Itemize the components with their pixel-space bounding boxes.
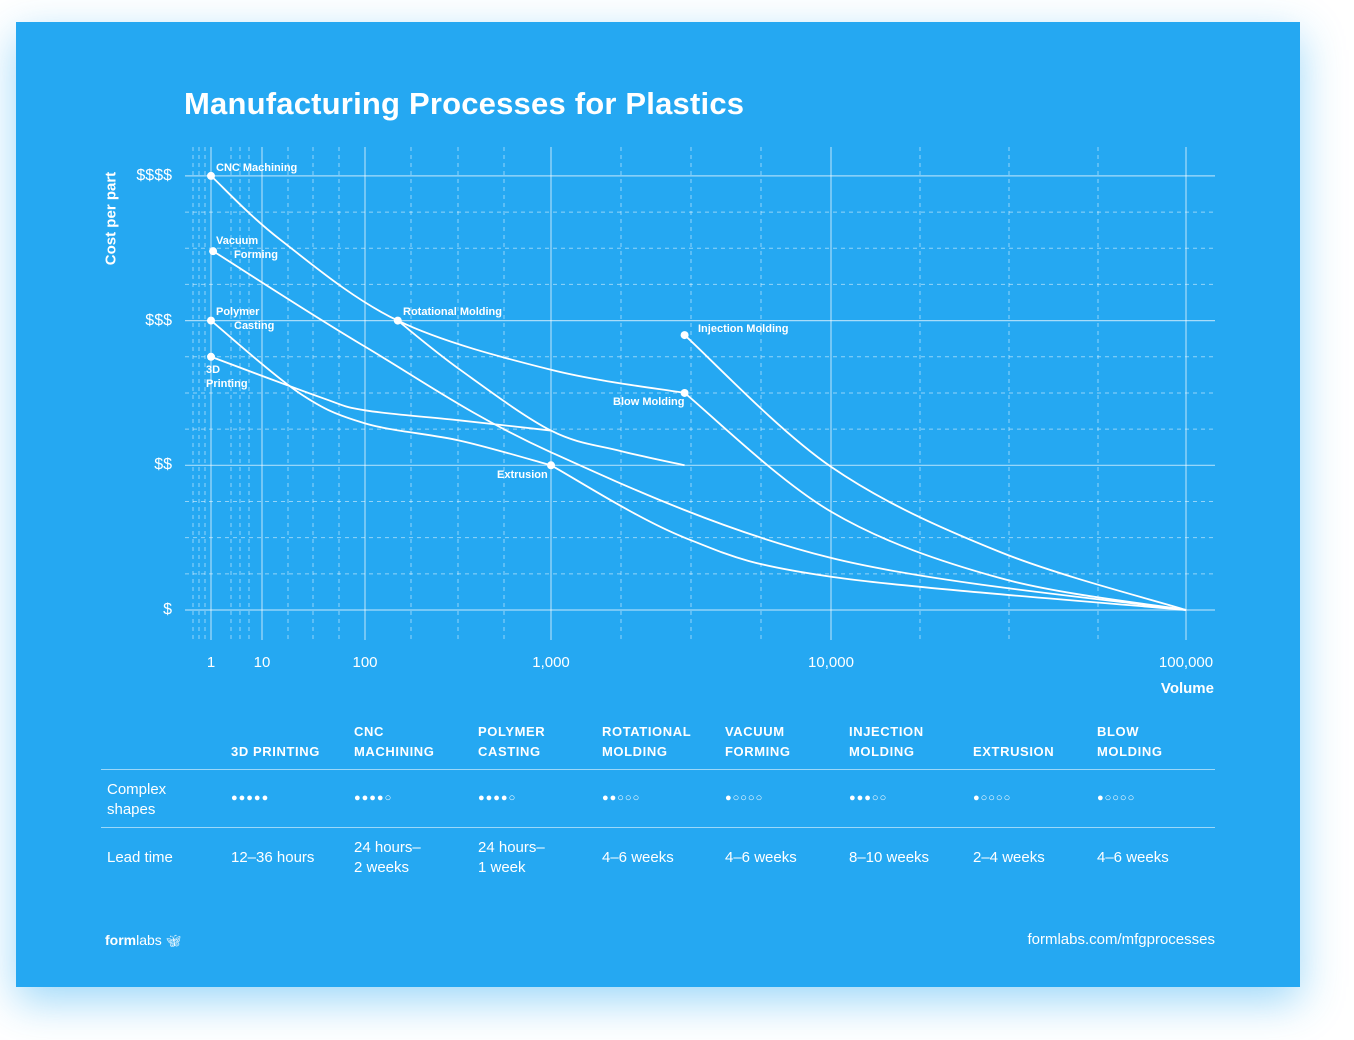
complexity-rating: ●○○○○: [1097, 792, 1136, 804]
butterfly-icon: 🦋︎: [165, 934, 181, 948]
series-start-marker-0: [207, 171, 215, 180]
series-label-3d-printing: Printing: [206, 378, 248, 390]
x-tick-label: 100,000: [1158, 654, 1214, 671]
x-tick-label: 1: [206, 654, 216, 671]
column-header: MACHINING: [354, 744, 435, 759]
series-line-4: [397, 319, 685, 467]
column-header: POLYMER: [478, 724, 546, 739]
infographic-card: [16, 22, 1300, 987]
lead-time-value: 2–4 weeks: [973, 849, 1045, 866]
y-tick-label: $$$$: [136, 167, 172, 184]
lead-time-value: 24 hours–: [478, 839, 545, 856]
column-header: 3D PRINTING: [231, 744, 320, 759]
series-start-marker-4: [393, 316, 402, 325]
series-label-injection: Injection Molding: [698, 323, 789, 335]
series-line-7: [550, 464, 1187, 611]
complexity-rating: ●●●●●: [231, 792, 270, 804]
series-start-marker-5: [680, 331, 689, 340]
series-start-marker-7: [547, 461, 555, 470]
series-line-1: [212, 250, 1187, 611]
series-label-vacuum: Vacuum: [216, 235, 259, 247]
column-header: FORMING: [725, 744, 791, 759]
complexity-rating: ●●●●○: [354, 792, 393, 804]
series-line-6: [684, 392, 1187, 611]
lead-time-value: 2 weeks: [354, 859, 410, 876]
series-start-marker-1: [209, 247, 218, 256]
complexity-rating: ●○○○○: [973, 792, 1012, 804]
chart-title: Manufacturing Processes for Plastics: [184, 86, 745, 121]
series-line-3: [210, 355, 552, 432]
row-label: Complex: [107, 781, 167, 798]
lead-time-value: 4–6 weeks: [1097, 849, 1169, 866]
complexity-rating: ●○○○○: [725, 792, 764, 804]
series-start-marker-6: [680, 388, 689, 397]
lead-time-value: 12–36 hours: [231, 849, 315, 866]
lead-time-value: 24 hours–: [354, 839, 421, 856]
series-label-cnc: CNC Machining: [216, 162, 298, 174]
complexity-rating: ●●●○○: [849, 792, 888, 804]
series-label-extrusion: Extrusion: [497, 469, 548, 481]
row-label: shapes: [107, 801, 156, 818]
column-header: INJECTION: [849, 724, 924, 739]
x-tick-label: 10,000: [808, 654, 854, 671]
x-tick-label: 1,000: [532, 654, 570, 671]
column-header: CNC: [354, 724, 384, 739]
series-label-blow: Blow Molding: [613, 396, 685, 408]
column-header: CASTING: [478, 744, 541, 759]
lead-time-value: 8–10 weeks: [849, 849, 930, 866]
series-label-polymer: Casting: [234, 320, 275, 332]
logo-text-light: labs: [136, 932, 162, 948]
logo-text-bold: form: [105, 932, 137, 948]
table-divider: [101, 827, 1215, 828]
column-header: MOLDING: [602, 744, 668, 759]
column-header: VACUUM: [725, 724, 785, 739]
lead-time-value: 4–6 weeks: [725, 849, 797, 866]
lead-time-value: 4–6 weeks: [602, 849, 674, 866]
series-line-5: [683, 334, 1187, 611]
series-start-marker-2: [207, 316, 215, 325]
y-tick-label: $: [163, 601, 172, 618]
complexity-rating: ●●●●○: [478, 792, 517, 804]
y-tick-label: $$: [154, 456, 172, 473]
x-tick-label: 10: [253, 654, 271, 671]
x-tick-label: 100: [352, 654, 378, 671]
x-axis-label: Volume: [1160, 680, 1214, 697]
series-line-0: [210, 175, 685, 394]
series-start-marker-3: [207, 352, 215, 361]
series-label-rotational: Rotational Molding: [403, 306, 502, 318]
column-header: MOLDING: [849, 744, 915, 759]
table-divider: [101, 769, 1215, 770]
column-header: ROTATIONAL: [602, 724, 692, 739]
y-tick-label: $$$: [145, 312, 172, 329]
series-line-2: [210, 319, 552, 467]
footer-url[interactable]: formlabs.com/mfgprocesses: [1027, 931, 1215, 948]
column-header: EXTRUSION: [973, 744, 1055, 759]
column-header: MOLDING: [1097, 744, 1163, 759]
series-label-polymer: Polymer: [216, 306, 260, 318]
complexity-rating: ●●○○○: [602, 792, 641, 804]
column-header: BLOW: [1097, 724, 1140, 739]
series-label-3d-printing: 3D: [206, 364, 221, 376]
lead-time-value: 1 week: [478, 859, 526, 876]
row-label: Lead time: [107, 849, 173, 866]
series-label-vacuum: Forming: [234, 249, 278, 261]
formlabs-logo: formlabs 🦋︎: [105, 932, 181, 948]
